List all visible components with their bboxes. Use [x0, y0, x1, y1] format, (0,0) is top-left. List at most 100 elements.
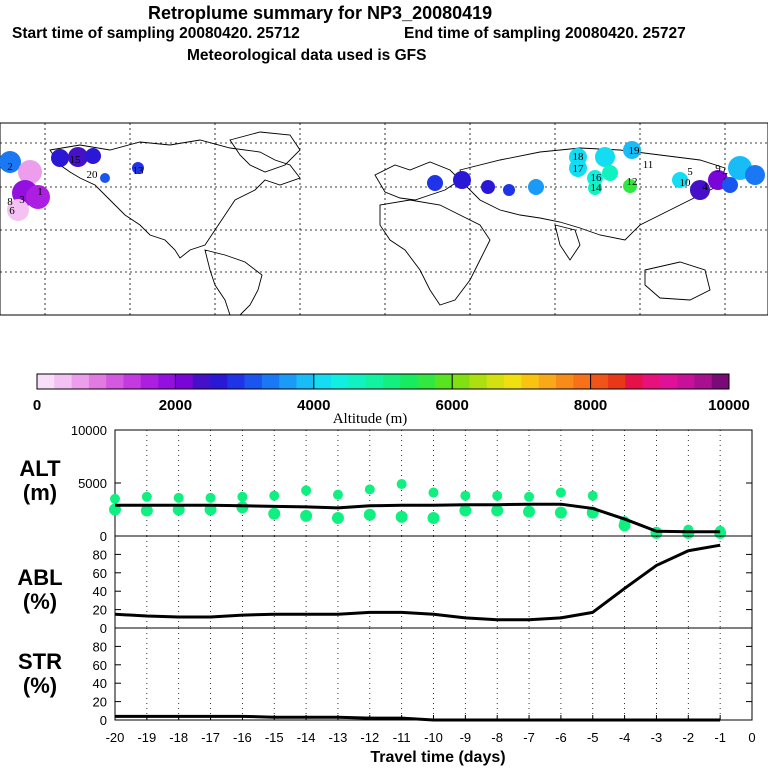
- alt-scatter-point: [524, 491, 535, 502]
- colorbar-swatch: [37, 374, 55, 389]
- str-series-line: [115, 714, 721, 722]
- plume-label: 18: [573, 151, 585, 163]
- colorbar-label: Altitude (m): [333, 411, 408, 427]
- abl-panel-label: ABL (%): [17, 565, 63, 614]
- y-tick-label: 40: [93, 584, 107, 599]
- x-tick-label: -19: [137, 730, 156, 745]
- x-tick-label: -16: [233, 730, 252, 745]
- colorbar-swatch: [677, 374, 695, 389]
- alt-scatter-point: [523, 505, 536, 518]
- colorbar-swatch: [521, 374, 539, 389]
- colorbar-swatch: [279, 374, 297, 389]
- x-tick-label: -6: [555, 730, 567, 745]
- plume-label: 17: [573, 163, 585, 175]
- colorbar-swatch: [192, 374, 211, 389]
- alt-scatter-point: [363, 508, 376, 521]
- altitude-colorbar: [36, 373, 730, 390]
- plume-marker: [602, 165, 618, 181]
- colorbar-swatch: [227, 374, 245, 389]
- alt-scatter-point: [396, 479, 407, 490]
- x-tick-label: -15: [265, 730, 284, 745]
- continents: [49, 131, 726, 316]
- plume-marker: [569, 159, 587, 177]
- x-tick-label: -14: [297, 730, 316, 745]
- colorbar-swatch: [365, 374, 384, 389]
- colorbar-swatch: [261, 374, 280, 389]
- alt-scatter-point: [554, 506, 567, 519]
- y-tick-label: 20: [93, 603, 107, 618]
- colorbar-swatch: [504, 374, 522, 389]
- alt-scatter-point: [300, 509, 313, 522]
- europe-outline: [374, 161, 461, 201]
- plume-marker: [18, 160, 42, 184]
- colorbar-swatch: [486, 374, 505, 389]
- x-tick-label: -3: [651, 730, 663, 745]
- colorbar-swatch: [331, 374, 349, 389]
- colorbar-swatch: [158, 374, 176, 389]
- greenland-outline: [229, 131, 301, 173]
- plume-label: 13: [133, 165, 145, 177]
- plume-label: 10: [680, 177, 692, 189]
- alt-scatter-point: [459, 504, 472, 517]
- met-data-label: Meteorological data used is GFS: [187, 47, 427, 64]
- start-time-label: Start time of sampling 20080420. 25712: [12, 25, 300, 42]
- y-tick-label: 60: [93, 566, 107, 581]
- plume-marker: [528, 179, 544, 195]
- colorbar-swatch: [556, 374, 574, 389]
- colorbar-swatch: [469, 374, 488, 389]
- y-tick-label: 80: [93, 639, 107, 654]
- y-tick-label: 80: [93, 547, 107, 562]
- plume-marker: [7, 199, 29, 221]
- alt-scatter-point: [492, 490, 503, 501]
- colorbar-swatch: [417, 374, 436, 389]
- plume-marker: [745, 165, 765, 185]
- alt-scatter-point: [460, 490, 471, 501]
- x-tick-label: -4: [619, 730, 631, 745]
- plume-marker: [68, 147, 88, 167]
- colorbar-swatch: [711, 374, 730, 389]
- plume-marker: [51, 149, 69, 167]
- plume-label: 14: [591, 182, 603, 194]
- plume-label: 7: [722, 171, 728, 183]
- colorbar-swatch: [106, 374, 124, 389]
- chart-title: Retroplume summary for NP3_20080419: [148, 3, 493, 23]
- alt-scatter-point: [301, 485, 312, 496]
- colorbar-border: [36, 373, 730, 390]
- colorbar-swatch: [625, 374, 643, 389]
- y-tick-label: 0: [100, 713, 107, 728]
- x-tick-label: -10: [424, 730, 443, 745]
- plume-marker: [503, 184, 515, 196]
- y-tick-label: 20: [93, 695, 107, 710]
- plume-label: 2: [7, 161, 13, 173]
- colorbar-swatch: [140, 374, 159, 389]
- australia-outline: [644, 261, 711, 301]
- alt-scatter-point: [491, 504, 504, 517]
- colorbar-swatch: [452, 374, 470, 389]
- plume-label: 12: [627, 176, 638, 188]
- plume-label: 1: [37, 186, 43, 198]
- colorbar-swatch: [210, 374, 228, 389]
- plume-label: 11: [643, 159, 654, 171]
- colorbar-swatch: [642, 374, 661, 389]
- alt-scatter-point: [237, 491, 248, 502]
- y-tick-label: 10000: [71, 423, 107, 438]
- plume-marker: [623, 179, 637, 193]
- alt-series-line: [115, 502, 721, 534]
- x-tick-label: -8: [491, 730, 503, 745]
- abl-series-line: [114, 543, 721, 622]
- x-tick-label: -20: [106, 730, 125, 745]
- x-tick-label: -18: [169, 730, 188, 745]
- plume-label: 4: [702, 181, 708, 193]
- alt-scatter-point: [428, 487, 439, 498]
- plume-label: 19: [629, 145, 641, 157]
- colorbar-swatch: [573, 374, 591, 389]
- colorbar-tick-labels: 0 2000 4000 6000 8000 10000: [33, 397, 750, 414]
- colorbar-swatch: [313, 374, 332, 389]
- x-tick-label: -7: [523, 730, 535, 745]
- alt-scatter-point: [555, 487, 566, 498]
- alt-scatter-point: [427, 511, 440, 524]
- plume-label: 9: [715, 163, 721, 175]
- plume-label: 16: [591, 172, 603, 184]
